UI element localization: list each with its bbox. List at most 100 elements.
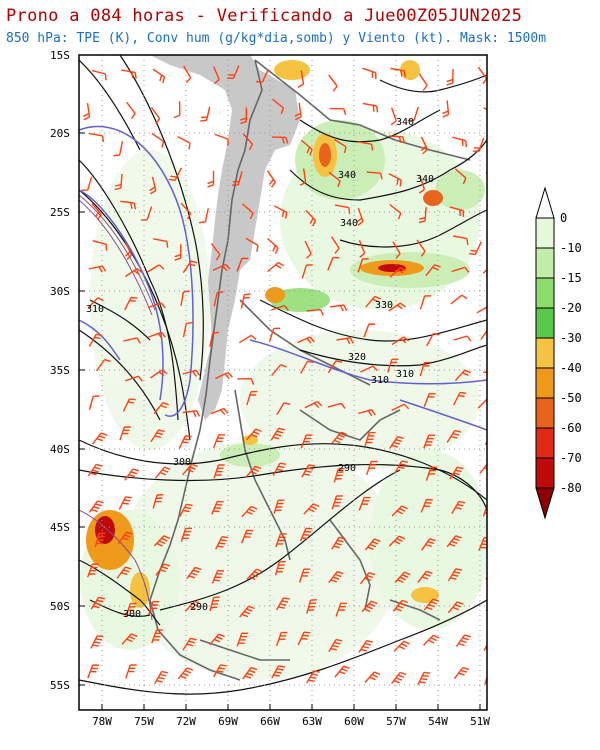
wind-barb bbox=[200, 106, 211, 122]
lon-label: 51W bbox=[470, 715, 490, 728]
contour-label: 310 bbox=[86, 304, 104, 315]
wind-barb bbox=[327, 256, 340, 271]
wind-barb bbox=[417, 671, 431, 686]
contour-label: 300 bbox=[173, 457, 191, 468]
lon-label: 69W bbox=[218, 715, 238, 728]
wind-barb bbox=[306, 670, 320, 684]
wind-barb bbox=[299, 168, 307, 186]
wind-barb bbox=[276, 631, 288, 647]
map-title: Prono a 084 horas - Verificando a Jue00Z… bbox=[6, 6, 523, 26]
wind-barb bbox=[168, 167, 183, 181]
wind-barb bbox=[267, 237, 279, 254]
wind-barb bbox=[364, 538, 381, 551]
wind-barb bbox=[423, 392, 436, 407]
colorbar-label: -60 bbox=[560, 421, 582, 435]
wind-barb bbox=[210, 243, 221, 261]
wind-barb bbox=[213, 291, 224, 307]
wind-barb bbox=[394, 460, 409, 474]
colorbar-swatch bbox=[535, 217, 555, 249]
colorbar-swatch bbox=[535, 397, 555, 429]
wind-barb bbox=[151, 132, 165, 148]
wind-barb bbox=[182, 463, 198, 476]
wind-barb bbox=[155, 466, 171, 479]
lat-label: 50S bbox=[50, 600, 70, 613]
wind-barb bbox=[123, 337, 141, 344]
wind-barb bbox=[92, 240, 108, 251]
wind-barb bbox=[333, 138, 347, 154]
wind-barb bbox=[273, 499, 285, 514]
wind-barb bbox=[88, 265, 107, 273]
wind-barb bbox=[455, 634, 471, 647]
wind-barb bbox=[417, 570, 433, 583]
lon-label: 63W bbox=[302, 715, 322, 728]
lat-label: 45S bbox=[50, 521, 70, 534]
wind-barb bbox=[356, 207, 364, 226]
wind-barb bbox=[213, 464, 225, 479]
wind-barb bbox=[87, 463, 103, 477]
contour-label: 290 bbox=[338, 463, 356, 474]
wind-barb bbox=[113, 141, 124, 157]
wind-barb bbox=[154, 670, 169, 684]
wind-barb bbox=[442, 100, 450, 118]
colorbar-bottom-arrow bbox=[535, 487, 555, 520]
wind-barb bbox=[299, 527, 313, 542]
wind-barb bbox=[236, 632, 249, 647]
wind-barb bbox=[421, 538, 436, 551]
wind-barb bbox=[418, 175, 426, 194]
wind-barb bbox=[87, 563, 99, 578]
wind-barb bbox=[126, 101, 136, 119]
wind-barb bbox=[478, 537, 487, 551]
wind-barb bbox=[213, 664, 227, 678]
wind-barb bbox=[155, 563, 171, 576]
wind-barb bbox=[227, 65, 240, 80]
wind-barb bbox=[211, 569, 225, 584]
wind-barb bbox=[304, 400, 323, 409]
contour-label: 340 bbox=[340, 218, 358, 229]
wind-barb bbox=[212, 263, 231, 272]
hatched-band bbox=[79, 194, 156, 621]
contour-label: 320 bbox=[348, 352, 366, 363]
wind-barb bbox=[276, 402, 291, 416]
wind-barb bbox=[186, 566, 202, 580]
wind-barb bbox=[212, 434, 226, 448]
wind-barb bbox=[297, 631, 311, 646]
wind-barb bbox=[173, 101, 181, 119]
wind-barb bbox=[331, 536, 346, 550]
wind-barb bbox=[82, 103, 91, 121]
wind-barb bbox=[391, 336, 410, 346]
wind-barb bbox=[182, 260, 198, 274]
wind-barb bbox=[364, 671, 381, 683]
contour-label: 340 bbox=[338, 170, 356, 181]
wind-barb bbox=[327, 402, 346, 409]
wind-barb bbox=[364, 431, 376, 447]
wind-barb bbox=[366, 171, 383, 180]
wind-barb bbox=[174, 244, 182, 261]
wind-barb bbox=[472, 137, 485, 152]
wind-barb bbox=[449, 466, 464, 480]
wind-barb bbox=[469, 241, 482, 256]
wind-barb bbox=[357, 141, 374, 151]
terrain-mask bbox=[150, 55, 300, 420]
wind-barb bbox=[450, 294, 468, 305]
wind-barb bbox=[150, 429, 165, 443]
wind-barb bbox=[125, 664, 137, 679]
colorbar-label: 0 bbox=[560, 211, 567, 225]
wind-barb bbox=[125, 268, 143, 278]
wind-barb bbox=[268, 327, 281, 342]
wind-barb bbox=[182, 369, 201, 377]
wind-barb bbox=[299, 360, 314, 374]
lat-label: 30S bbox=[50, 285, 70, 298]
wind-barb bbox=[387, 358, 399, 373]
wind-barb bbox=[418, 73, 428, 91]
wind-barb bbox=[388, 302, 406, 312]
wind-barb bbox=[182, 637, 197, 651]
wind-barb bbox=[267, 261, 285, 273]
wind-barb bbox=[482, 268, 487, 274]
wind-barb bbox=[180, 527, 193, 542]
wind-barb bbox=[300, 434, 313, 449]
wind-barb bbox=[483, 371, 487, 374]
wind-barb bbox=[334, 204, 351, 214]
wind-barb bbox=[150, 106, 161, 125]
wind-barb bbox=[358, 409, 376, 417]
wind-barb bbox=[301, 464, 316, 478]
